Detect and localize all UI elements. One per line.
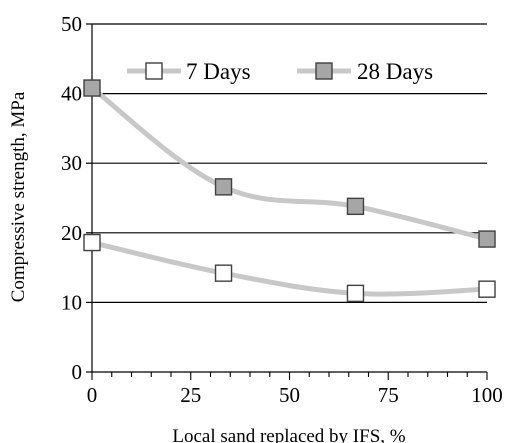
series-group (83, 79, 496, 303)
x-tick-label-0: 0 (87, 383, 98, 407)
legend-label-0: 7 Days (186, 59, 251, 84)
y-tick-label-40: 40 (61, 82, 82, 106)
y-tick-label-0: 0 (72, 360, 83, 384)
data-point-s0-1 (214, 264, 233, 282)
x-tick-label-100: 100 (471, 383, 503, 407)
data-point-s1-3 (478, 230, 496, 248)
legend: 7 Days 28 Days (127, 59, 433, 84)
y-tick-label-10: 10 (61, 290, 82, 314)
legend-marker-0 (145, 62, 163, 80)
data-point-s0-2 (346, 284, 365, 303)
data-point-s1-0 (83, 79, 101, 97)
data-point-s1-1 (214, 178, 233, 196)
legend-marker-1 (315, 62, 333, 80)
series-line-1 (89, 85, 490, 242)
series-line-0 (89, 240, 490, 297)
grid (92, 23, 487, 303)
y-tick-label-50: 50 (61, 12, 82, 36)
x-tick-label-25: 25 (180, 383, 201, 407)
x-axis-title: Local sand replaced by IFS, % (172, 426, 405, 443)
x-tick-label-75: 75 (378, 383, 399, 407)
y-axis-title: Compressive strength, MPa (8, 91, 29, 302)
y-tick-label-20: 20 (61, 221, 82, 245)
x-tick-label-50: 50 (279, 383, 300, 407)
legend-label-1: 28 Days (357, 59, 433, 84)
y-tick-label-30: 30 (61, 151, 82, 175)
data-point-s0-0 (83, 233, 101, 252)
data-point-s0-3 (478, 280, 496, 298)
data-point-s1-2 (346, 197, 365, 216)
